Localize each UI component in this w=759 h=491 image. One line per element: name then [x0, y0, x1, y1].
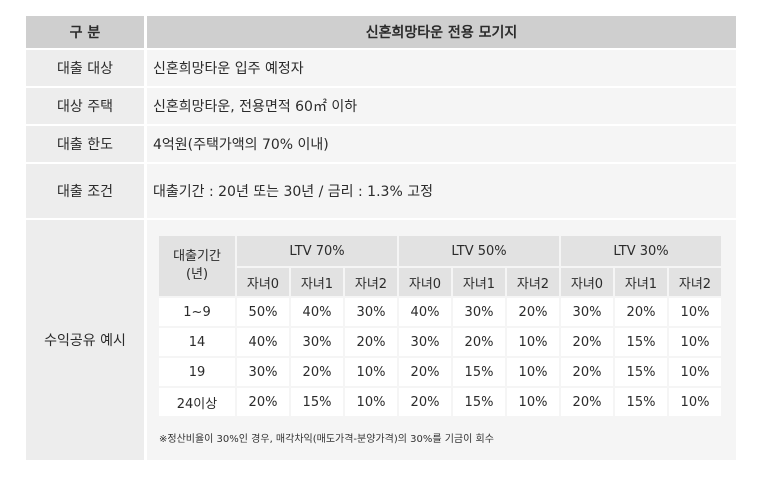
ratio-cell: 20%	[507, 298, 559, 326]
ltv-header: LTV 70%	[237, 236, 397, 266]
ratio-cell: 10%	[669, 328, 721, 356]
profit-share-table: 대출기간 (년) LTV 70% LTV 50% LTV 30% 자녀0 자녀1…	[157, 234, 723, 418]
ratio-cell: 20%	[561, 328, 613, 356]
row-label: 대출 한도	[26, 126, 147, 164]
ratio-cell: 20%	[615, 298, 667, 326]
table-header-row: 구 분 신혼희망타운 전용 모기지	[26, 16, 736, 50]
ratio-cell: 20%	[345, 328, 397, 356]
table-row: 대출 조건 대출기간 : 20년 또는 30년 / 금리 : 1.3% 고정	[26, 164, 736, 220]
table-row: 대출 대상 신혼희망타운 입주 예정자	[26, 50, 736, 88]
table-row: 대출 한도 4억원(주택가액의 70% 이내)	[26, 126, 736, 164]
row-value: 4억원(주택가액의 70% 이내)	[147, 126, 736, 164]
period-cell: 24이상	[159, 388, 235, 416]
ratio-cell: 10%	[507, 388, 559, 416]
ratio-cell: 20%	[561, 358, 613, 386]
period-header-line2: (년)	[185, 267, 209, 282]
ratio-cell: 30%	[237, 358, 289, 386]
ratio-cell: 10%	[669, 298, 721, 326]
children-header: 자녀1	[615, 268, 667, 296]
ratio-cell: 10%	[669, 388, 721, 416]
row-value: 대출기간 : 20년 또는 30년 / 금리 : 1.3% 고정	[147, 164, 736, 220]
period-cell: 1~9	[159, 298, 235, 326]
period-header-line1: 대출기간	[173, 249, 221, 264]
ratio-cell: 20%	[399, 358, 451, 386]
profit-table-wrap: 대출기간 (년) LTV 70% LTV 50% LTV 30% 자녀0 자녀1…	[157, 234, 723, 418]
ratio-cell: 40%	[399, 298, 451, 326]
ratio-cell: 15%	[615, 388, 667, 416]
table-row: 1~9 50% 40% 30% 40% 30% 20% 30% 20% 10%	[159, 298, 721, 326]
ratio-cell: 15%	[453, 388, 505, 416]
ratio-cell: 30%	[399, 328, 451, 356]
ratio-cell: 15%	[291, 388, 343, 416]
header-title: 신혼희망타운 전용 모기지	[147, 16, 736, 50]
table-row: 대상 주택 신혼희망타운, 전용면적 60㎡ 이하	[26, 88, 736, 126]
children-header: 자녀1	[291, 268, 343, 296]
children-header: 자녀1	[453, 268, 505, 296]
profit-cell: 대출기간 (년) LTV 70% LTV 50% LTV 30% 자녀0 자녀1…	[147, 220, 736, 462]
row-value: 신혼희망타운 입주 예정자	[147, 50, 736, 88]
children-header: 자녀2	[669, 268, 721, 296]
period-cell: 19	[159, 358, 235, 386]
table-row: 14 40% 30% 20% 30% 20% 10% 20% 15% 10%	[159, 328, 721, 356]
ratio-cell: 20%	[291, 358, 343, 386]
ratio-cell: 20%	[561, 388, 613, 416]
ratio-cell: 40%	[291, 298, 343, 326]
ratio-cell: 20%	[399, 388, 451, 416]
children-header: 자녀0	[561, 268, 613, 296]
children-header: 자녀2	[345, 268, 397, 296]
row-label: 수익공유 예시	[26, 220, 147, 462]
children-header-row: 자녀0 자녀1 자녀2 자녀0 자녀1 자녀2 자녀0 자녀1 자녀2	[159, 268, 721, 296]
row-label: 대상 주택	[26, 88, 147, 126]
ratio-cell: 30%	[561, 298, 613, 326]
ratio-cell: 10%	[669, 358, 721, 386]
ratio-cell: 10%	[345, 358, 397, 386]
children-header: 자녀0	[399, 268, 451, 296]
row-value: 신혼희망타운, 전용면적 60㎡ 이하	[147, 88, 736, 126]
period-header: 대출기간 (년)	[159, 236, 235, 296]
table-row: 24이상 20% 15% 10% 20% 15% 10% 20% 15% 10%	[159, 388, 721, 416]
table-row: 19 30% 20% 10% 20% 15% 10% 20% 15% 10%	[159, 358, 721, 386]
ltv-header: LTV 30%	[561, 236, 721, 266]
ratio-cell: 15%	[615, 328, 667, 356]
ratio-cell: 50%	[237, 298, 289, 326]
ratio-cell: 15%	[453, 358, 505, 386]
mortgage-table: 구 분 신혼희망타운 전용 모기지 대출 대상 신혼희망타운 입주 예정자 대상…	[26, 16, 736, 462]
ratio-cell: 10%	[345, 388, 397, 416]
ratio-cell: 30%	[453, 298, 505, 326]
ratio-cell: 30%	[291, 328, 343, 356]
ratio-cell: 15%	[615, 358, 667, 386]
footnote: ※정산비율이 30%인 경우, 매각차익(매도가격-분양가격)의 30%를 기금…	[159, 434, 494, 445]
ratio-cell: 30%	[345, 298, 397, 326]
ratio-cell: 10%	[507, 328, 559, 356]
ltv-header: LTV 50%	[399, 236, 559, 266]
ratio-cell: 10%	[507, 358, 559, 386]
ratio-cell: 20%	[237, 388, 289, 416]
period-cell: 14	[159, 328, 235, 356]
header-category: 구 분	[26, 16, 147, 50]
table-row-profit: 수익공유 예시 대출기간 (년)	[26, 220, 736, 462]
ratio-cell: 40%	[237, 328, 289, 356]
children-header: 자녀2	[507, 268, 559, 296]
ltv-header-row: 대출기간 (년) LTV 70% LTV 50% LTV 30%	[159, 236, 721, 296]
ratio-cell: 20%	[453, 328, 505, 356]
row-label: 대출 조건	[26, 164, 147, 220]
children-header: 자녀0	[237, 268, 289, 296]
row-label: 대출 대상	[26, 50, 147, 88]
